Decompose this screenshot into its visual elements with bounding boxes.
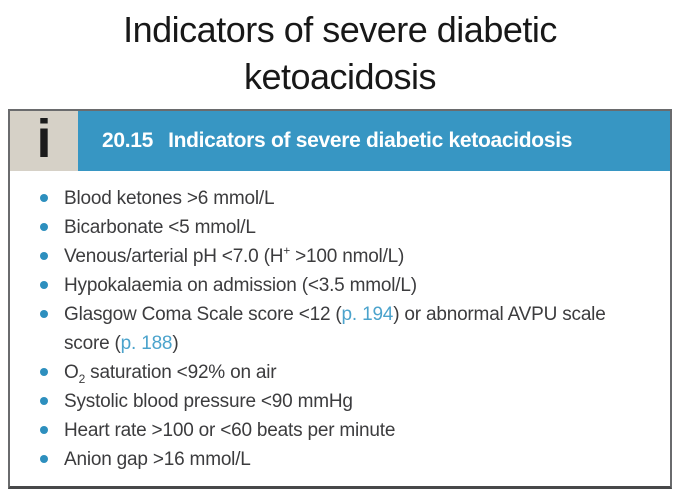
bullet-icon: [40, 252, 48, 260]
item-text: Systolic blood pressure <90 mmHg: [64, 387, 353, 416]
text-segment: Heart rate >100 or <60 beats per minute: [64, 420, 396, 441]
item-text: Heart rate >100 or <60 beats per minute: [64, 416, 395, 445]
page-link[interactable]: p. 194: [341, 304, 394, 325]
text-segment: Blood ketones >6 mmol/L: [64, 188, 275, 209]
bullet-icon: [40, 310, 48, 318]
page-title-line2: ketoacidosis: [243, 56, 437, 97]
page-title-line1: Indicators of severe diabetic: [123, 9, 557, 50]
item-text: Hypokalaemia on admission (<3.5 mmol/L): [64, 271, 417, 300]
list-item: Venous/arterial pH <7.0 (H+ >100 nmol/L): [40, 242, 658, 271]
bullet-icon: [40, 397, 48, 405]
text-segment: ): [172, 333, 179, 354]
info-box: i 20.15 Indicators of severe diabetic ke…: [8, 109, 672, 489]
list-item: Hypokalaemia on admission (<3.5 mmol/L): [40, 271, 658, 300]
text-segment: Anion gap >16 mmol/L: [64, 449, 251, 470]
list-item: Blood ketones >6 mmol/L: [40, 184, 658, 213]
text-segment: Bicarbonate <5 mmol/L: [64, 217, 256, 238]
text-segment: saturation <92% on air: [85, 362, 277, 383]
indicator-list: Blood ketones >6 mmol/L Bicarbonate <5 mm…: [10, 171, 670, 486]
text-segment: Glasgow Coma Scale score <12 (: [64, 304, 342, 325]
bullet-icon: [40, 281, 48, 289]
item-text: Blood ketones >6 mmol/L: [64, 184, 275, 213]
info-icon-cell: i: [10, 111, 78, 171]
box-number: 20.15: [102, 129, 154, 152]
page-title: Indicators of severe diabetic ketoacidos…: [0, 6, 680, 100]
box-title: Indicators of severe diabetic ketoacidos…: [168, 129, 573, 152]
page-link[interactable]: p. 188: [120, 333, 173, 354]
text-segment: Venous/arterial pH <7.0 (H: [64, 246, 284, 267]
bullet-icon: [40, 426, 48, 434]
list-item: Systolic blood pressure <90 mmHg: [40, 387, 658, 416]
item-text: Glasgow Coma Scale score <12 (p. 194) or…: [64, 300, 649, 358]
item-text: Venous/arterial pH <7.0 (H+ >100 nmol/L): [64, 242, 404, 271]
text-segment: Systolic blood pressure <90 mmHg: [64, 391, 353, 412]
superscript: +: [283, 243, 291, 258]
item-text: Bicarbonate <5 mmol/L: [64, 213, 256, 242]
list-item: Bicarbonate <5 mmol/L: [40, 213, 658, 242]
list-item: Anion gap >16 mmol/L: [40, 445, 658, 474]
info-icon: i: [36, 109, 52, 169]
text-segment: O: [64, 362, 79, 383]
box-header: i 20.15 Indicators of severe diabetic ke…: [10, 111, 670, 171]
item-text: Anion gap >16 mmol/L: [64, 445, 251, 474]
bullet-icon: [40, 368, 48, 376]
box-header-bar: 20.15 Indicators of severe diabetic keto…: [78, 111, 670, 171]
list-item: Heart rate >100 or <60 beats per minute: [40, 416, 658, 445]
subscript: 2: [78, 371, 86, 386]
bullet-icon: [40, 455, 48, 463]
bullet-icon: [40, 194, 48, 202]
bullet-icon: [40, 223, 48, 231]
item-text: O2 saturation <92% on air: [64, 358, 277, 387]
text-segment: Hypokalaemia on admission (<3.5 mmol/L): [64, 275, 417, 296]
text-segment: ) or abnormal AVPU scale score (: [64, 304, 606, 354]
list-item: Glasgow Coma Scale score <12 (p. 194) or…: [40, 300, 658, 358]
text-segment: >100 nmol/L): [290, 246, 405, 267]
list-item: O2 saturation <92% on air: [40, 358, 658, 387]
page: Indicators of severe diabetic ketoacidos…: [0, 6, 680, 489]
